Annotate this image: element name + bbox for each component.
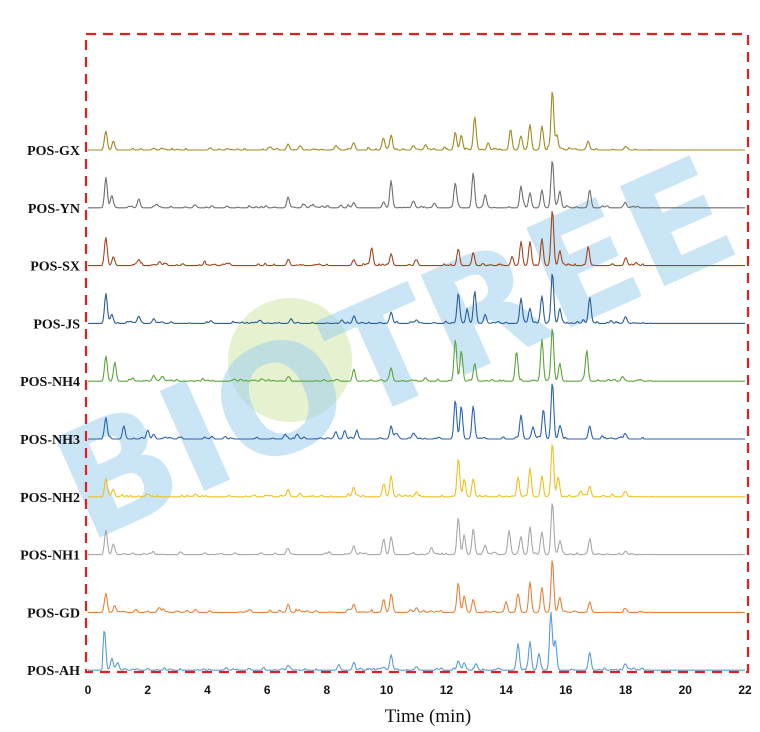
x-tick-label-20: 20 (679, 683, 693, 697)
series-label-pos-js: POS-JS (33, 317, 80, 332)
series-line-pos-yn (88, 160, 745, 209)
x-tick-label-22: 22 (738, 683, 752, 697)
x-tick-label-16: 16 (559, 683, 573, 697)
x-tick-label-8: 8 (324, 683, 331, 697)
x-tick-label-18: 18 (619, 683, 633, 697)
series-label-pos-nh4: POS-NH4 (20, 375, 80, 390)
watermark: BIOTREE (31, 124, 760, 576)
x-tick-label-2: 2 (144, 683, 151, 697)
watermark-logo-circle (228, 298, 352, 422)
series-label-pos-nh1: POS-NH1 (20, 549, 80, 564)
series-line-pos-nh4 (88, 328, 745, 382)
series-labels: POS-GX POS-YN POS-SX POS-JS POS-NH4 POS-NH3 PO… (20, 144, 80, 679)
x-tick-label-14: 14 (499, 683, 513, 697)
x-tick-label-6: 6 (264, 683, 271, 697)
highlight-box (84, 32, 750, 674)
series-line-pos-nh2 (88, 444, 745, 498)
series-line-pos-js (88, 273, 745, 324)
series-line-pos-nh1 (88, 503, 745, 556)
series-line-pos-nh3 (88, 383, 745, 440)
x-axis-title: Time (min) (385, 706, 471, 727)
series-label-pos-nh3: POS-NH3 (20, 433, 80, 448)
series-line-pos-sx (88, 210, 745, 267)
series-line-pos-gd (88, 560, 745, 613)
series-line-pos-gx (88, 91, 745, 151)
watermark-text: BIOTREE (31, 124, 760, 576)
series-line-pos-ah (88, 611, 745, 671)
series-label-pos-gx: POS-GX (27, 144, 80, 159)
series-label-pos-nh2: POS-NH2 (20, 491, 80, 506)
x-tick-label-12: 12 (440, 683, 454, 697)
traces (88, 91, 745, 671)
x-tick-label-4: 4 (204, 683, 211, 697)
x-tick-label-10: 10 (380, 683, 394, 697)
series-label-pos-sx: POS-SX (30, 260, 80, 275)
x-tick-label-0: 0 (85, 683, 92, 697)
series-label-pos-yn: POS-YN (28, 202, 80, 217)
x-axis-ticks: 0 2 4 6 8 10 12 14 16 18 20 22 (85, 683, 752, 697)
series-label-pos-gd: POS-GD (27, 606, 80, 621)
series-label-pos-ah: POS-AH (27, 664, 80, 679)
